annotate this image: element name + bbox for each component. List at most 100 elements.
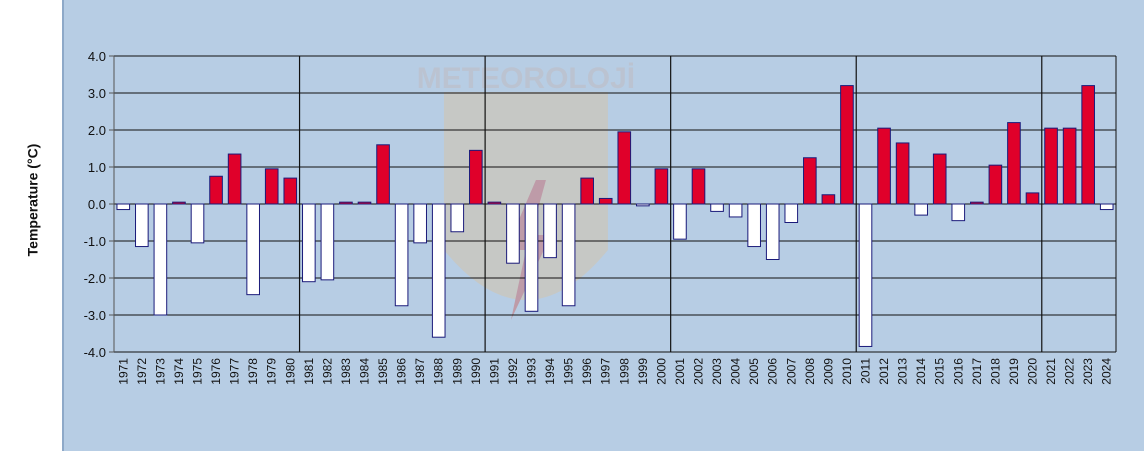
x-tick-label: 1996 (580, 358, 594, 385)
x-tick-label: 2001 (673, 358, 687, 385)
x-tick-label: 1981 (302, 358, 316, 385)
bar-1988 (431, 203, 446, 338)
bar-1999 (636, 203, 650, 207)
bar-1995 (561, 203, 576, 307)
bar-1985 (376, 144, 390, 205)
x-tick-label: 1979 (265, 358, 279, 385)
x-tick-label: 1989 (450, 358, 464, 385)
x-tick-label: 1971 (116, 358, 130, 385)
x-tick-label: 1987 (413, 358, 427, 385)
bar-1976 (209, 175, 223, 205)
x-tick-label: 1982 (320, 358, 334, 385)
x-tick-label: 2014 (914, 358, 928, 385)
x-tick-label: 2004 (729, 358, 743, 385)
x-tick-label: 1986 (395, 358, 409, 385)
x-tick-label: 1983 (339, 358, 353, 385)
x-tick-label: 1977 (228, 358, 242, 385)
bar-1992 (506, 203, 520, 264)
bar-2014 (914, 203, 928, 216)
bar-2019 (1007, 122, 1021, 205)
x-tick-label: 2020 (1026, 358, 1040, 385)
x-tick-label: 2002 (692, 358, 706, 385)
bar-1984 (357, 201, 372, 205)
x-tick-label: 2012 (877, 358, 891, 385)
bar-1974 (172, 201, 186, 205)
bar-1996 (580, 177, 594, 205)
x-tick-label: 2022 (1063, 358, 1077, 385)
x-tick-label: 2017 (970, 358, 984, 385)
bar-1972 (135, 203, 149, 248)
y-tick-label: 0.0 (88, 197, 106, 212)
bar-1989 (450, 203, 465, 233)
x-tick-label: 1993 (525, 358, 539, 385)
x-tick-label: 2010 (840, 358, 854, 385)
x-tick-label: 1999 (636, 358, 650, 385)
x-tick-label: 1976 (209, 358, 223, 385)
bar-1978 (246, 203, 260, 296)
bar-2004 (728, 203, 743, 218)
x-tick-label: 1974 (172, 358, 186, 385)
bar-1994 (543, 203, 557, 259)
y-tick-label: -1.0 (84, 234, 106, 249)
x-tick-label: 2024 (1100, 358, 1114, 385)
x-tick-label: 1985 (376, 358, 390, 385)
x-tick-label: 1973 (153, 358, 167, 385)
bar-2000 (654, 168, 669, 205)
x-tick-label: 1984 (358, 358, 372, 385)
bar-1973 (153, 203, 168, 316)
bar-1982 (320, 203, 335, 281)
bar-2017 (970, 201, 984, 205)
x-tick-label: 2009 (821, 358, 835, 385)
bar-2009 (821, 194, 836, 205)
bar-1980 (283, 177, 298, 205)
x-tick-label: 2006 (766, 358, 780, 385)
y-tick-label: 1.0 (88, 160, 106, 175)
bar-2015 (932, 153, 947, 205)
x-tick-label: 1980 (283, 358, 297, 385)
bar-1990 (469, 149, 483, 205)
x-tick-label: 2008 (803, 358, 817, 385)
bar-1981 (302, 203, 316, 283)
bar-1971 (116, 203, 131, 211)
bar-2013 (895, 142, 910, 205)
bar-1997 (598, 197, 613, 205)
bar-2023 (1081, 85, 1095, 205)
x-tick-label: 2015 (933, 358, 947, 385)
x-tick-label: 2021 (1044, 358, 1058, 385)
x-tick-label: 2011 (859, 358, 873, 384)
bar-1986 (394, 203, 409, 307)
x-tick-label: 1995 (562, 358, 576, 385)
x-tick-label: 2016 (951, 358, 965, 385)
x-tick-label: 1988 (432, 358, 446, 385)
bar-2012 (877, 127, 891, 205)
bar-1977 (227, 153, 242, 205)
bar-2003 (710, 203, 724, 212)
bar-2001 (673, 203, 687, 240)
bar-2008 (803, 157, 817, 205)
x-tick-label: 1978 (246, 358, 260, 385)
x-tick-label: 2003 (710, 358, 724, 385)
bar-2007 (784, 203, 799, 223)
bar-2006 (765, 203, 780, 260)
y-tick-label: -2.0 (84, 271, 106, 286)
x-tick-label: 2005 (747, 358, 761, 385)
x-tick-label: 2013 (896, 358, 910, 385)
x-tick-label: 2023 (1081, 358, 1095, 385)
x-tick-label: 1972 (135, 358, 149, 385)
x-tick-label: 2019 (1007, 358, 1021, 385)
x-tick-label: 1997 (599, 358, 613, 385)
x-tick-label: 2018 (988, 358, 1002, 385)
bar-1975 (190, 203, 205, 244)
y-tick-label: 2.0 (88, 123, 106, 138)
x-tick-label: 1992 (506, 358, 520, 385)
bar-2020 (1025, 192, 1040, 205)
bar-2010 (840, 85, 854, 205)
x-tick-label: 1998 (617, 358, 631, 385)
bar-2002 (691, 168, 706, 205)
y-tick-label: -4.0 (84, 345, 106, 360)
y-tick-label: 3.0 (88, 86, 106, 101)
bar-1993 (524, 203, 539, 312)
bar-2024 (1099, 203, 1114, 211)
y-tick-label: -3.0 (84, 308, 106, 323)
